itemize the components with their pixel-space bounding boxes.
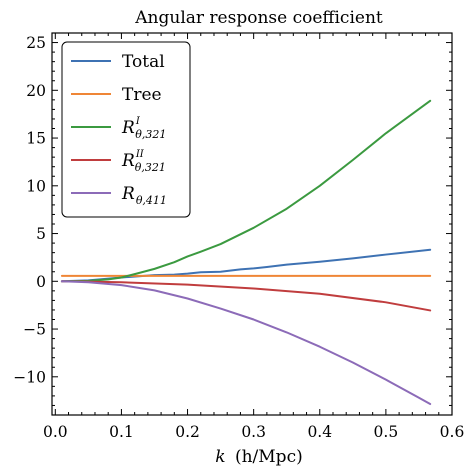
x-tick-label: 0.6	[440, 423, 465, 441]
legend-label-5: Rθ,411	[121, 184, 167, 207]
series-line-5	[60, 280, 432, 406]
y-tick-label: 10	[26, 177, 46, 195]
legend-label-4: RII θ,321	[121, 149, 166, 174]
y-tick-label: 20	[26, 82, 46, 100]
series-layer	[60, 99, 432, 406]
legend: Total Tree RI θ,321 RII θ,321 Rθ,411	[61, 41, 191, 218]
x-axis-title: k (h/Mpc)	[215, 447, 302, 467]
y-tick-label: 25	[26, 34, 46, 52]
y-tick-label: 5	[36, 225, 46, 243]
legend-label-1: Total	[122, 52, 165, 72]
y-tick-label: −10	[13, 368, 46, 386]
x-tick-label: 0.0	[43, 423, 68, 441]
legend-box	[61, 41, 191, 218]
legend-label-3: RI θ,321	[121, 116, 166, 141]
y-tick-label: 15	[26, 130, 46, 148]
x-tick-label: 0.3	[241, 423, 266, 441]
y-tick-label: −5	[23, 321, 46, 339]
x-axis-title-variable: k	[215, 447, 225, 467]
series-line-4	[60, 280, 432, 312]
x-axis-title-unit: (h/Mpc)	[235, 447, 303, 467]
tick-labels-layer: 0.0 0.1 0.2 0.3 0.4 0.5 0.6 −10 −5 0 5 10 15 20 25	[13, 34, 464, 441]
x-tick-label: 0.2	[175, 423, 200, 441]
plot-frame	[51, 32, 453, 416]
series-line-3	[60, 99, 432, 283]
chart-title: Angular response coefficient	[134, 8, 383, 28]
legend-label-2: Tree	[122, 85, 162, 105]
x-tick-label: 0.5	[374, 423, 399, 441]
y-tick-label: 0	[36, 273, 46, 291]
x-tick-label: 0.4	[307, 423, 332, 441]
x-tick-label: 0.1	[109, 423, 134, 441]
